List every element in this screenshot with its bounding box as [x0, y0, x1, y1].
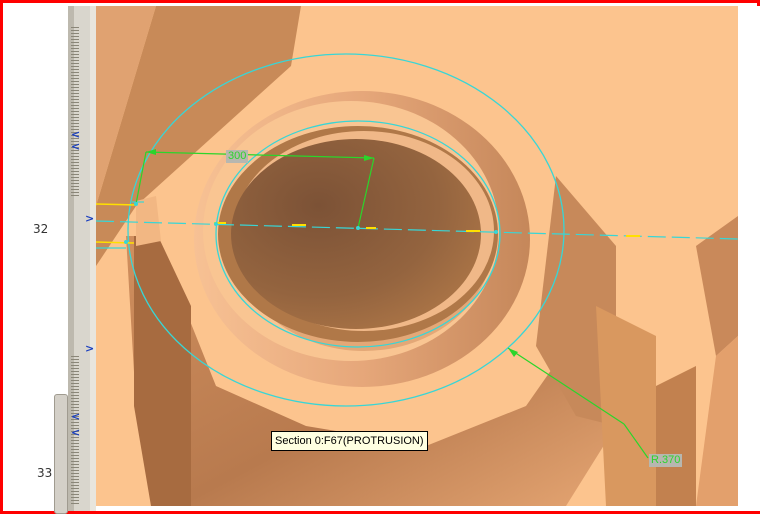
viewport-right-margin — [738, 6, 760, 511]
radius-leader-line[interactable] — [507, 347, 625, 425]
panel-scrollbar[interactable] — [54, 394, 68, 514]
radius-leader-line — [623, 423, 649, 459]
model-face — [696, 336, 738, 506]
model-face — [136, 196, 161, 246]
sketch-point — [494, 230, 498, 234]
sketch-point — [134, 202, 138, 206]
splitter-rail — [68, 6, 74, 511]
panel-splitter[interactable]: < < > > < < — [68, 6, 96, 511]
chevron-left-icon[interactable]: < — [71, 426, 81, 439]
model-face — [696, 216, 738, 356]
row-number: 33 — [37, 466, 53, 480]
chevron-left-icon[interactable]: < — [71, 128, 81, 141]
sketch-circle-inner[interactable] — [215, 120, 501, 348]
dimension-label-radius[interactable]: R.370 — [649, 454, 683, 467]
splitter-grip[interactable] — [71, 354, 79, 504]
viewport-bottom-margin — [96, 506, 738, 511]
dimension-arrow — [364, 155, 374, 161]
model-face — [96, 6, 301, 266]
model-tree-panel: 32 33 — [6, 6, 68, 514]
chevron-left-icon[interactable]: < — [71, 410, 81, 423]
sketch-circle-outer[interactable] — [127, 53, 565, 407]
sketch-point — [214, 222, 218, 226]
dimension-witness-line — [135, 151, 147, 205]
dimension-witness-line — [357, 157, 375, 229]
graphics-viewport[interactable]: 300 R.370 — [96, 6, 738, 506]
centerline-highlight — [96, 241, 135, 244]
dimension-line[interactable] — [145, 151, 375, 159]
sketch-point — [124, 240, 128, 244]
model-face — [126, 236, 636, 506]
row-number: 32 — [33, 222, 49, 236]
model-face — [656, 366, 696, 506]
splitter-grip[interactable] — [71, 26, 79, 196]
chevron-right-icon[interactable]: > — [85, 342, 95, 355]
centerline-highlight — [96, 203, 137, 206]
chevron-left-icon[interactable]: < — [71, 140, 81, 153]
dimension-arrow — [508, 348, 518, 357]
hole-interior — [231, 139, 481, 329]
dimension-arrow — [146, 149, 156, 155]
model-face — [96, 6, 156, 206]
dimension-label-300[interactable]: 300 — [226, 150, 249, 163]
sketch-point — [356, 226, 360, 230]
model-face — [596, 306, 656, 506]
model-canvas[interactable] — [96, 6, 738, 506]
model-face — [536, 176, 616, 426]
selection-tooltip: Section 0:F67(PROTRUSION) — [271, 431, 428, 451]
chevron-right-icon[interactable]: > — [85, 212, 95, 225]
splitter-rail — [90, 6, 96, 511]
